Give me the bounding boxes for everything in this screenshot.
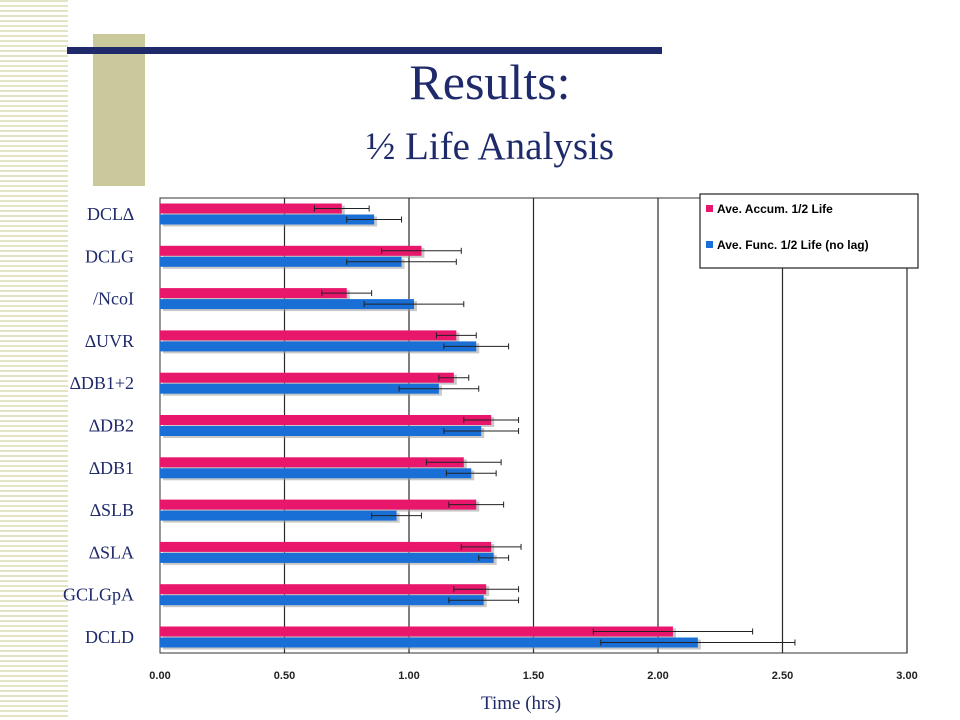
bar-func bbox=[160, 256, 402, 267]
x-tick-label: 2.00 bbox=[647, 670, 668, 682]
bar-accum bbox=[160, 330, 457, 341]
category-label: GCLGpA bbox=[63, 585, 134, 605]
x-tick-label: 3.00 bbox=[896, 670, 917, 682]
category-label: DCLG bbox=[85, 246, 134, 266]
bar-func bbox=[160, 214, 375, 225]
accent-block-decoration bbox=[93, 34, 145, 186]
slide-subtitle: ½ Life Analysis bbox=[365, 125, 615, 168]
bar-accum bbox=[160, 372, 454, 383]
category-label: DCL∆ bbox=[87, 204, 134, 224]
x-tick-label: 0.00 bbox=[149, 670, 170, 682]
bar-func bbox=[160, 383, 439, 394]
bar-func bbox=[160, 637, 698, 648]
legend-swatch bbox=[706, 241, 713, 248]
bar-accum bbox=[160, 415, 492, 425]
bar-func bbox=[160, 299, 414, 310]
category-label: ∆UVR bbox=[85, 331, 134, 351]
x-axis-title: Time (hrs) bbox=[481, 693, 561, 714]
x-tick-label: 1.00 bbox=[398, 670, 419, 682]
x-tick-label: 0.50 bbox=[274, 670, 295, 682]
bar-accum bbox=[160, 245, 422, 256]
bar-func bbox=[160, 552, 494, 563]
bar-func bbox=[160, 510, 397, 521]
category-label: ∆SLB bbox=[90, 500, 134, 520]
category-label: ∆DB1 bbox=[89, 458, 134, 478]
bar-func bbox=[160, 341, 477, 352]
slide-title: Results: bbox=[409, 54, 571, 110]
legend-box bbox=[699, 193, 919, 269]
category-label: ∆DB2 bbox=[89, 416, 134, 436]
x-tick-label: 2.50 bbox=[772, 670, 793, 682]
category-label: ∆SLA bbox=[89, 542, 134, 562]
category-label: /NcoI bbox=[93, 289, 134, 309]
bar-func bbox=[160, 595, 484, 606]
category-label: ∆DB1+2 bbox=[70, 373, 134, 393]
bar-accum bbox=[160, 584, 487, 595]
bar-accum bbox=[160, 288, 347, 299]
legend-label: Ave. Accum. 1/2 Life bbox=[717, 202, 833, 216]
bar-accum bbox=[160, 541, 492, 552]
bar-func bbox=[160, 468, 472, 479]
bar-accum bbox=[160, 499, 477, 510]
bar-accum bbox=[160, 203, 342, 214]
title-rule bbox=[67, 47, 662, 54]
legend-swatch bbox=[706, 205, 713, 212]
category-label: DCLD bbox=[85, 627, 134, 647]
bar-accum bbox=[160, 626, 673, 637]
left-stripe-decoration bbox=[0, 0, 68, 720]
x-tick-label: 1.50 bbox=[523, 670, 544, 682]
bar-accum bbox=[160, 457, 464, 468]
bar-func bbox=[160, 426, 482, 436]
legend-label: Ave. Func. 1/2 Life (no lag) bbox=[717, 238, 869, 252]
